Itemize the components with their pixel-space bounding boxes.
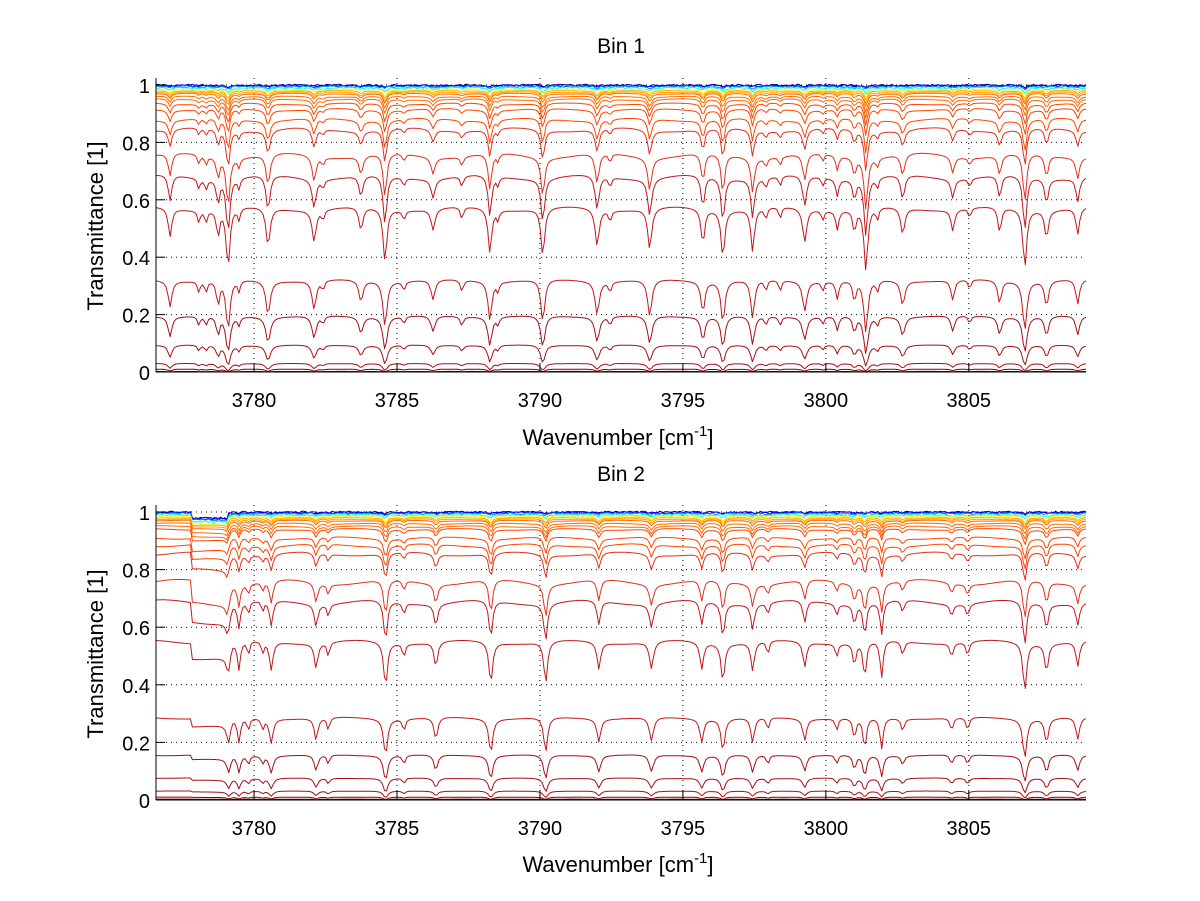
series-line-7 bbox=[155, 91, 1087, 104]
y-tick-label: 0.8 bbox=[122, 133, 150, 155]
x-axis-label-suffix: ] bbox=[707, 425, 713, 450]
chart-title: Bin 1 bbox=[597, 35, 645, 58]
x-axis-label-suffix: ] bbox=[707, 852, 713, 877]
series-line-3 bbox=[155, 512, 1087, 522]
series-line-6 bbox=[156, 90, 1087, 101]
series-line-11 bbox=[155, 528, 1087, 545]
y-tick-label: 0.6 bbox=[122, 618, 150, 640]
x-tick-label: 3795 bbox=[661, 818, 706, 840]
x-tick-label: 3785 bbox=[375, 390, 420, 412]
axes-frame bbox=[155, 505, 1086, 801]
y-tick-label: 1 bbox=[139, 76, 150, 98]
y-tick-labels: 0 0.2 0.4 0.6 0.8 1 bbox=[122, 503, 150, 813]
y-tick-label: 0 bbox=[139, 363, 150, 385]
series-line-18 bbox=[155, 279, 1087, 333]
series-line-15 bbox=[155, 579, 1087, 618]
series-line-19 bbox=[155, 315, 1087, 354]
series-line-6 bbox=[155, 517, 1087, 528]
x-tick-labels: 3780 3785 3790 3795 3800 3805 bbox=[232, 390, 991, 412]
series-line-9 bbox=[155, 522, 1087, 537]
x-axis-label-superscript: -1 bbox=[694, 423, 707, 440]
y-tick-labels: 0 0.2 0.4 0.6 0.8 1 bbox=[122, 76, 150, 385]
x-axis-label-text: Wavenumber [cm bbox=[522, 425, 694, 450]
y-tick-label: 0.8 bbox=[122, 561, 150, 583]
series-line-20 bbox=[155, 344, 1087, 367]
chart-title: Bin 2 bbox=[597, 463, 645, 486]
series-group bbox=[155, 83, 1087, 373]
y-tick-label: 0.6 bbox=[122, 191, 150, 213]
x-tick-label: 3790 bbox=[518, 390, 563, 412]
series-line-21 bbox=[156, 362, 1087, 372]
series-line-10 bbox=[156, 525, 1087, 541]
series-line-5 bbox=[155, 87, 1086, 98]
y-tick-label: 0 bbox=[139, 791, 150, 813]
x-tick-label: 3780 bbox=[232, 818, 277, 840]
series-line-4 bbox=[155, 513, 1087, 524]
x-axis-label-text: Wavenumber [cm bbox=[522, 852, 694, 877]
series-line-10 bbox=[156, 98, 1087, 119]
series-line-8 bbox=[156, 92, 1087, 107]
y-axis-label: Transmittance [1] bbox=[83, 141, 108, 310]
x-tick-label: 3795 bbox=[661, 390, 706, 412]
series-line-23 bbox=[156, 798, 1086, 801]
series-line-7 bbox=[155, 518, 1087, 530]
axes-bin-2: Bin 2 3780 3785 3790 3795 3800 3805 0 0.2 0.4 0.… bbox=[83, 463, 1087, 877]
series-line-5 bbox=[155, 514, 1087, 525]
x-tick-label: 3805 bbox=[947, 818, 992, 840]
x-tick-label: 3790 bbox=[518, 818, 563, 840]
y-tick-label: 1 bbox=[139, 503, 150, 525]
series-line-15 bbox=[155, 152, 1087, 210]
series-line-18 bbox=[155, 716, 1087, 757]
x-axis-label: Wavenumber [cm-1] bbox=[522, 850, 713, 877]
x-tick-labels: 3780 3785 3790 3795 3800 3805 bbox=[232, 818, 991, 840]
axes-bin-1: Bin 1 3780 3785 3790 3795 3800 3805 0 0.2 0.4 0.… bbox=[83, 35, 1087, 450]
series-line-21 bbox=[156, 790, 1087, 799]
series-line-16 bbox=[155, 599, 1087, 644]
series-line-19 bbox=[156, 754, 1087, 782]
series-line-13 bbox=[155, 118, 1087, 154]
y-tick-label: 0.2 bbox=[122, 733, 150, 755]
series-line-17 bbox=[155, 639, 1087, 689]
y-tick-label: 0.4 bbox=[122, 248, 150, 270]
series-line-4 bbox=[155, 86, 1087, 95]
x-tick-label: 3785 bbox=[375, 818, 420, 840]
x-tick-label: 3780 bbox=[232, 390, 277, 412]
series-line-14 bbox=[156, 127, 1087, 171]
series-line-12 bbox=[155, 108, 1087, 136]
y-axis-label: Transmittance [1] bbox=[83, 569, 108, 738]
series-line-8 bbox=[155, 519, 1087, 532]
series-line-17 bbox=[155, 206, 1087, 271]
x-axis-label: Wavenumber [cm-1] bbox=[522, 423, 713, 450]
x-tick-label: 3800 bbox=[804, 390, 849, 412]
x-tick-label: 3805 bbox=[947, 390, 992, 412]
series-line-12 bbox=[155, 536, 1087, 560]
series-line-9 bbox=[156, 95, 1087, 113]
series-group bbox=[155, 510, 1087, 801]
y-tick-label: 0.4 bbox=[122, 676, 150, 698]
series-line-22 bbox=[156, 368, 1087, 373]
series-line-3 bbox=[155, 85, 1087, 91]
series-line-11 bbox=[155, 102, 1087, 126]
series-line-13 bbox=[156, 543, 1087, 570]
axes-frame bbox=[155, 78, 1086, 373]
y-tick-label: 0.2 bbox=[122, 306, 150, 328]
x-tick-label: 3800 bbox=[804, 818, 849, 840]
x-axis-label-superscript: -1 bbox=[694, 850, 707, 867]
series-line-16 bbox=[155, 174, 1087, 236]
series-line-20 bbox=[156, 777, 1087, 794]
series-line-14 bbox=[155, 551, 1087, 581]
series-line-22 bbox=[156, 796, 1087, 800]
